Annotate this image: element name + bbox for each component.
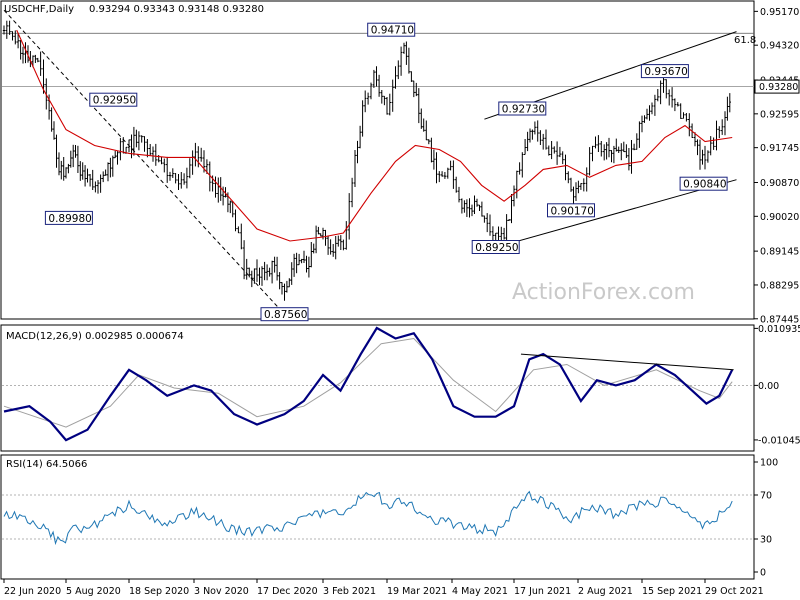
price-annotation-label: 0.90170 (551, 205, 594, 217)
rsi-pane (0, 454, 755, 580)
rsi-y-tick-label: 100 (760, 458, 778, 469)
price-annotation-label: 0.92950 (93, 95, 136, 107)
x-tick-label: 2 Aug 2021 (578, 586, 633, 597)
price-annotation-label: 0.94710 (371, 25, 414, 37)
price-y-tick-label: 0.95170 (760, 7, 799, 18)
price-annotation-box (498, 101, 547, 116)
price-annotation-box (471, 240, 520, 254)
x-tick-label: 3 Feb 2021 (323, 586, 376, 597)
x-tick-label: 18 Sep 2020 (129, 586, 189, 597)
x-tick-label: 22 Jun 2020 (4, 586, 61, 597)
price-annotation-label: 0.89250 (475, 242, 518, 254)
price-annotation-box (260, 307, 309, 322)
macd-y-tick-label: 0.010935 (758, 324, 800, 335)
price-ohlc-readout: 0.93294 0.93343 0.93148 0.93280 (89, 4, 264, 15)
macd-y-tick-label: -0.010459 (758, 435, 800, 446)
x-tick-label: 19 Mar 2021 (387, 586, 447, 597)
current-price-box (754, 79, 800, 94)
price-y-tick-label: 0.89145 (760, 247, 799, 258)
macd-title: MACD(12,26,9) 0.002985 0.000674 (6, 331, 184, 342)
price-annotation-label: 0.87560 (264, 309, 307, 321)
x-tick-label: 17 Dec 2020 (257, 586, 318, 597)
price-annotation-label: 0.90840 (683, 179, 726, 191)
price-annotation-box (89, 92, 138, 107)
x-tick-label: 5 Aug 2020 (66, 586, 121, 597)
x-tick-label: 15 Sep 2021 (642, 586, 702, 597)
price-annotation-box (367, 22, 416, 37)
price-y-tick-label: 0.87445 (760, 314, 799, 325)
x-tick-label: 29 Oct 2021 (705, 586, 764, 597)
rsi-title: RSI(14) 64.5066 (6, 459, 87, 470)
price-y-tick-label: 0.88295 (760, 281, 799, 292)
macd-signal-line (3, 337, 733, 428)
price-y-tick-label: 0.90870 (760, 178, 799, 189)
price-annotation-box (44, 210, 93, 225)
macd-y-tick-label: 0.00 (758, 381, 779, 392)
x-tick-label: 3 Nov 2020 (194, 586, 249, 597)
trendline-2 (495, 179, 737, 248)
rsi-y-tick-label: 30 (760, 535, 772, 546)
x-tick-label: 4 May 2021 (452, 586, 508, 597)
moving-average-line (16, 29, 733, 242)
price-y-tick-label: 0.92595 (760, 109, 799, 120)
price-y-tick-label: 0.94320 (760, 41, 799, 52)
price-y-tick-label: 0.90020 (760, 212, 799, 223)
watermark: ActionForex.com (512, 280, 695, 305)
price-pane (0, 0, 755, 320)
macd-trendline (520, 353, 734, 371)
price-annotation-label: 0.92730 (502, 104, 545, 116)
price-y-tick-label: 0.91745 (760, 143, 799, 154)
price-annotation-box (679, 176, 728, 191)
price-annotation-box (547, 203, 595, 218)
x-tick-label: 17 Jun 2021 (514, 586, 571, 597)
rsi-y-tick-label: 0 (760, 568, 766, 579)
trendline-0 (3, 9, 285, 315)
price-annotation-box (640, 64, 689, 79)
price-title: USDCHF,Daily (4, 4, 74, 15)
macd-line (3, 326, 734, 442)
rsi-y-tick-label: 70 (760, 491, 772, 502)
rsi-line (3, 490, 733, 546)
price-annotation-label: 0.93670 (644, 66, 687, 78)
fib-label: 61.8 (734, 35, 756, 46)
current-price-label: 0.93280 (759, 82, 798, 93)
macd-pane (0, 324, 755, 452)
price-annotation-label: 0.89980 (48, 213, 91, 225)
